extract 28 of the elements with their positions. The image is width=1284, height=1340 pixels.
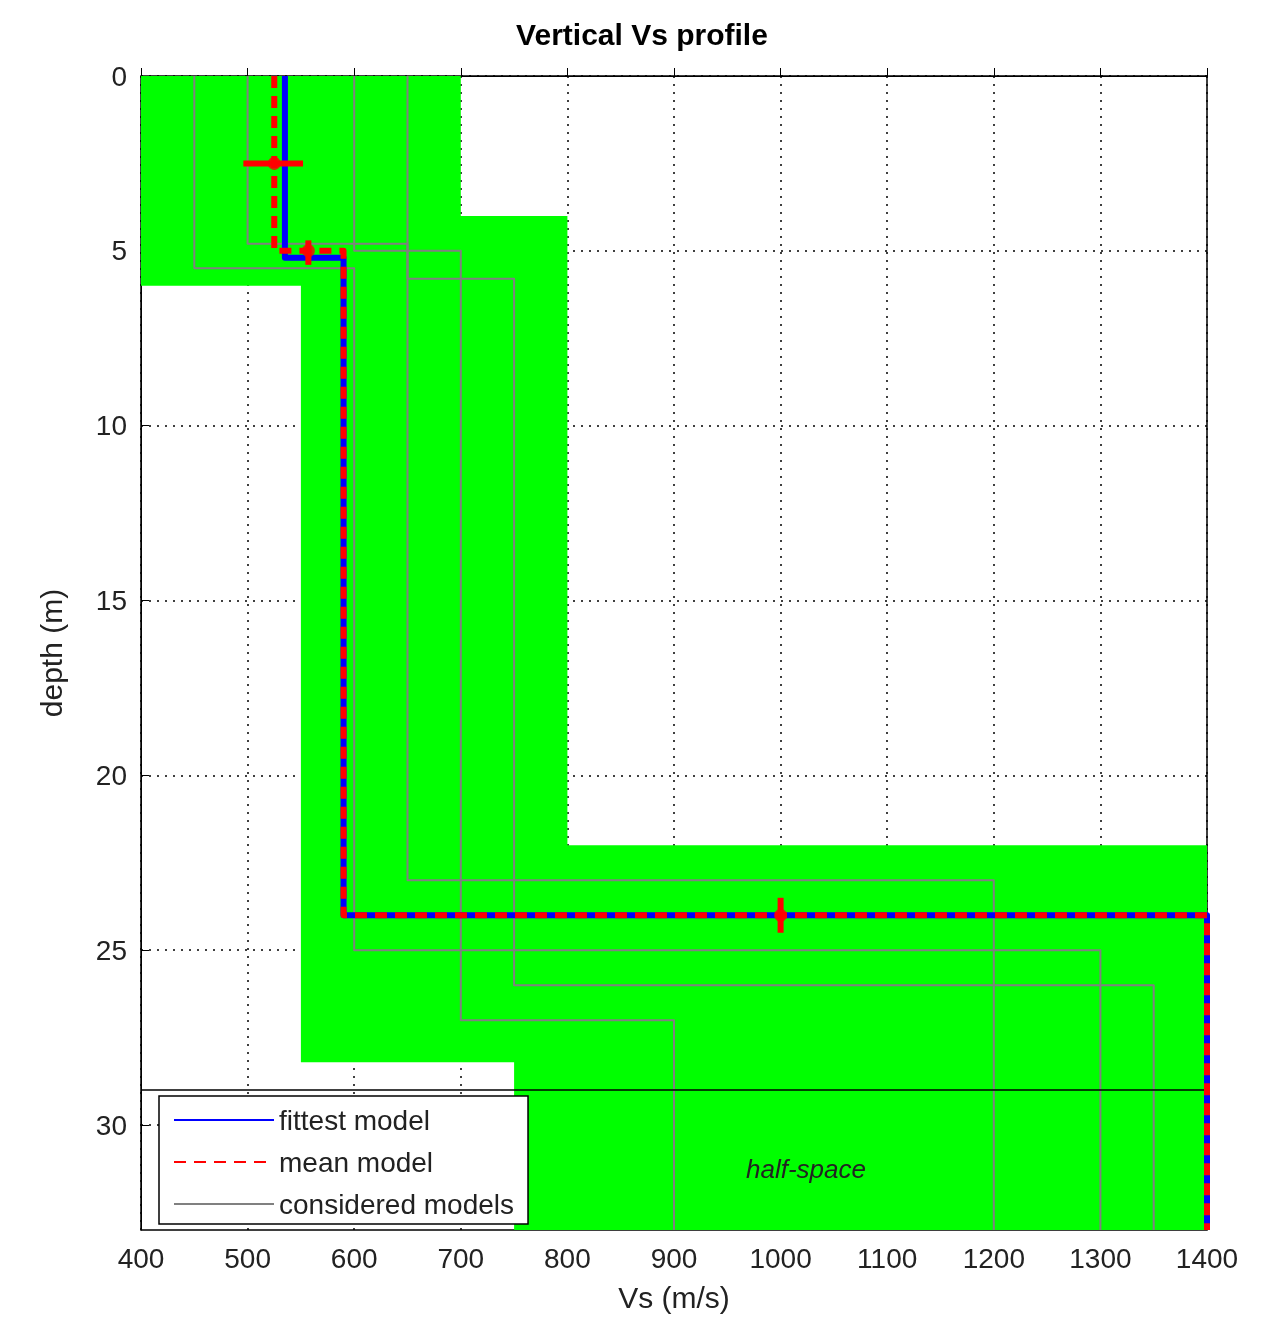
y-tick-label: 30	[95, 1109, 127, 1141]
point	[267, 156, 281, 170]
x-tick-label: 800	[544, 1242, 591, 1274]
x-tick-label: 1100	[857, 1242, 918, 1274]
x-tick-label: 500	[224, 1242, 271, 1274]
x-tick-label: 1000	[749, 1242, 812, 1274]
y-tick-label: 0	[111, 60, 127, 92]
y-tick-label: 5	[111, 235, 127, 267]
point	[301, 244, 315, 258]
legend-label: fittest model	[279, 1104, 430, 1136]
y-tick-label: 10	[95, 410, 127, 442]
x-tick-label: 700	[437, 1242, 485, 1274]
x-tick-label: 900	[650, 1242, 698, 1274]
legend-label: mean model	[279, 1146, 434, 1178]
point	[774, 908, 788, 922]
legend-label: considered models	[279, 1188, 515, 1220]
x-axis-title: Vs (m/s)	[618, 1280, 730, 1314]
y-axis-title: depth (m)	[34, 588, 68, 718]
x-tick-label: 1300	[1069, 1242, 1132, 1274]
y-tick-label: 25	[95, 934, 127, 966]
y-tick-label: 15	[95, 585, 127, 617]
x-tick-label: 600	[330, 1242, 378, 1274]
x-tick-label: 400	[117, 1242, 165, 1274]
chart-title: Vertical Vs profile	[516, 17, 768, 51]
annotation: half-space	[746, 1154, 866, 1184]
x-tick-label: 1400	[1175, 1242, 1239, 1274]
y-tick-label: 20	[95, 759, 127, 791]
x-tick-label: 1200	[962, 1242, 1025, 1274]
